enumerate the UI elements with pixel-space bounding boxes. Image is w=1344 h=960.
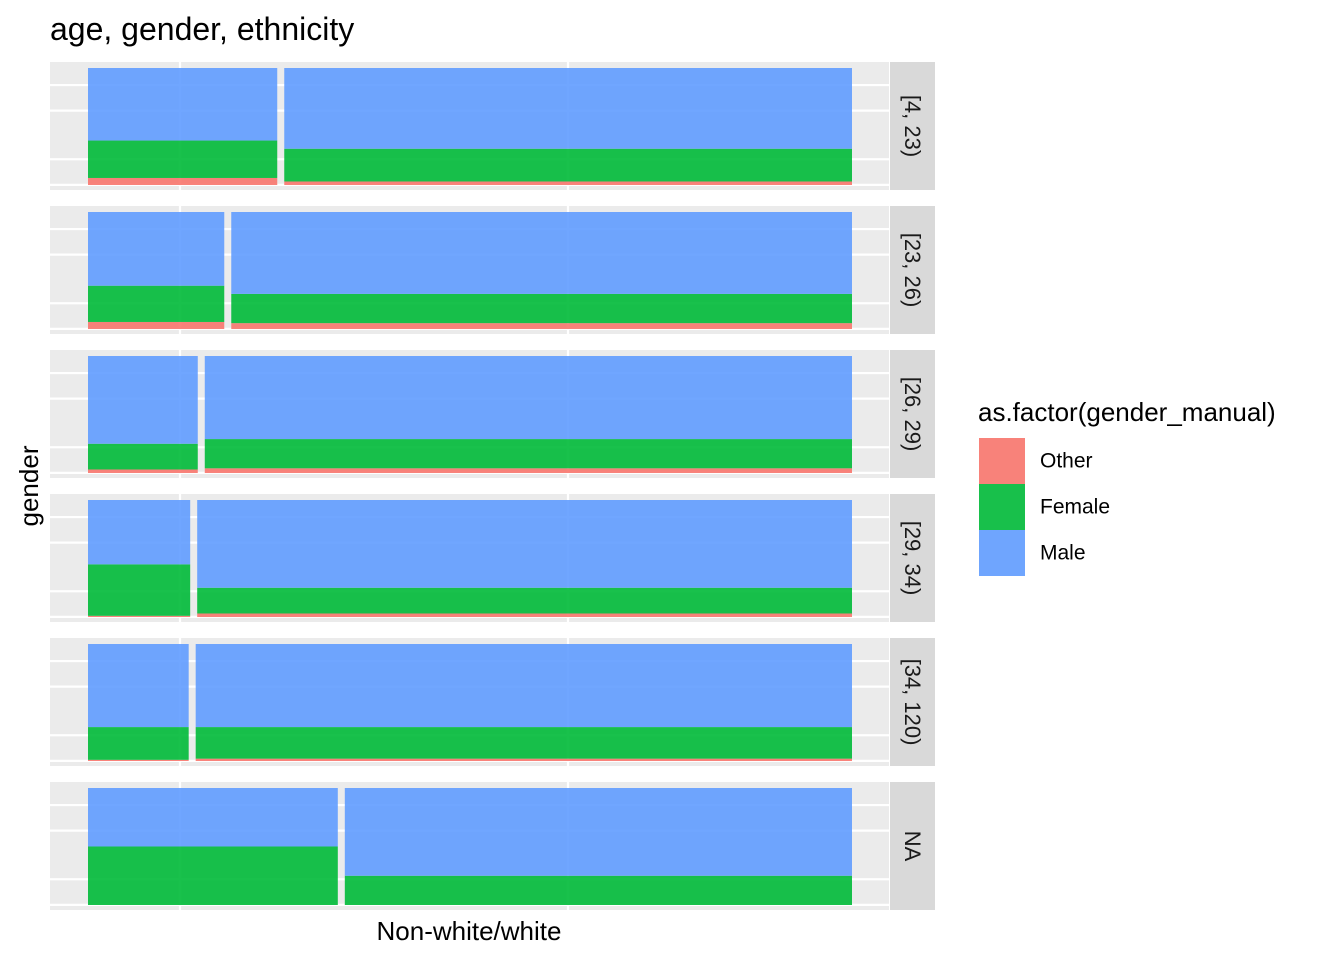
- mosaic-tile-male: [88, 500, 191, 565]
- mosaic-tile-male: [88, 644, 189, 728]
- mosaic-tile-other: [88, 321, 225, 329]
- mosaic-tile-male: [195, 644, 852, 728]
- facet-strip-label: [4, 23): [900, 95, 925, 157]
- facet-panel: [34, 120): [50, 638, 935, 766]
- mosaic-tile-other: [88, 177, 278, 185]
- legend-key-male: [979, 530, 1025, 576]
- mosaic-tile-female: [284, 148, 852, 182]
- legend: as.factor(gender_manual) Other Female Male: [978, 397, 1276, 576]
- facet-strip-label: [26, 29): [900, 377, 925, 452]
- mosaic-tile-male: [344, 788, 852, 876]
- x-axis-title: Non-white/white: [377, 916, 562, 946]
- legend-key-other: [979, 438, 1025, 484]
- mosaic-tile-female: [195, 727, 852, 759]
- facet-strip: [890, 494, 935, 622]
- legend-label: Female: [1040, 496, 1110, 519]
- mosaic-tile-other: [197, 613, 852, 617]
- facet-strip: [890, 62, 935, 190]
- plot-title: age, gender, ethnicity: [50, 11, 354, 47]
- facet-strip: [890, 350, 935, 478]
- mosaic-tile-female: [88, 443, 198, 470]
- mosaic-tile-male: [204, 356, 852, 440]
- mosaic-tile-other: [284, 181, 852, 185]
- mosaic-tile-other: [88, 615, 191, 617]
- facet-strip: [890, 206, 935, 334]
- facet-panel: [4, 23): [50, 62, 935, 190]
- y-axis-title: gender: [14, 445, 44, 526]
- mosaic-tile-male: [284, 68, 852, 149]
- facet-panel: [26, 29): [50, 350, 935, 478]
- legend-label: Male: [1040, 542, 1086, 565]
- mosaic-tile-male: [88, 788, 338, 847]
- mosaic-tile-female: [88, 727, 189, 760]
- mosaic-tile-other: [204, 468, 852, 473]
- facet-panel: NA: [50, 782, 935, 910]
- facet-panel: [29, 34): [50, 494, 935, 622]
- mosaic-tile-female: [231, 293, 852, 324]
- mosaic-tile-male: [197, 500, 852, 588]
- facet-panels: [4, 23) [23, 26) [26, 29) [29, 34) [34, 120)…: [50, 62, 935, 910]
- facet-strip-label: [29, 34): [900, 521, 925, 596]
- legend-label: Other: [1040, 450, 1093, 473]
- mosaic-tile-male: [88, 356, 198, 444]
- mosaic-tile-other: [231, 323, 852, 329]
- legend-key-female: [979, 484, 1025, 530]
- legend-title: as.factor(gender_manual): [978, 397, 1276, 427]
- mosaic-tile-male: [231, 212, 852, 294]
- mosaic-tile-male: [88, 212, 225, 286]
- mosaic-tile-male: [88, 68, 278, 141]
- mosaic-tile-other: [88, 759, 189, 761]
- facet-strip: [890, 638, 935, 766]
- facet-strip-label: [23, 26): [900, 233, 925, 308]
- mosaic-tile-female: [88, 564, 191, 616]
- facet-panel: [23, 26): [50, 206, 935, 334]
- mosaic-tile-female: [197, 587, 852, 614]
- mosaic-tile-female: [344, 875, 852, 905]
- mosaic-tile-female: [88, 846, 338, 905]
- facet-strip-label: [34, 120): [900, 659, 925, 746]
- mosaic-tile-female: [88, 285, 225, 322]
- mosaic-tile-female: [204, 439, 852, 469]
- mosaic-tile-other: [195, 758, 852, 761]
- facet-strip-label: NA: [900, 831, 925, 862]
- mosaic-tile-other: [88, 469, 198, 473]
- mosaic-tile-female: [88, 140, 278, 178]
- facet-strip: [890, 782, 935, 910]
